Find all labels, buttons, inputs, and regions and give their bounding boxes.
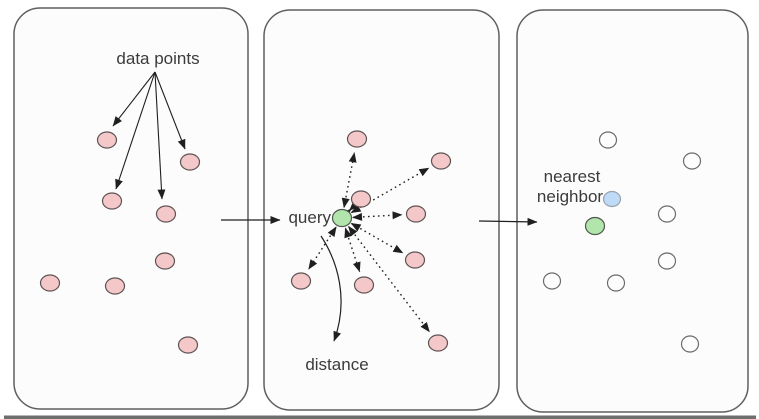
distance-arrow	[341, 201, 359, 219]
query-label: query	[288, 208, 331, 227]
distance-arrow	[348, 225, 431, 333]
pink-data-point	[404, 251, 426, 269]
distance-pointer-arrow	[320, 235, 342, 342]
panel-query-distance-annotation	[320, 235, 342, 342]
pink-data-point	[177, 336, 199, 354]
nearest-neighbor-point	[602, 190, 622, 208]
nearest-neighbor-label-line2: neighbor	[537, 187, 604, 206]
data-points-arrow	[154, 71, 186, 150]
white-data-point	[657, 252, 677, 270]
white-data-point	[657, 205, 677, 223]
data-points-arrow	[115, 71, 156, 190]
distance-arrow	[341, 152, 357, 209]
pink-data-point	[290, 272, 312, 290]
pink-data-point	[346, 130, 368, 148]
panel-dataset-annotations	[112, 71, 186, 200]
data-points-label: data points	[116, 49, 199, 68]
distance-arrow	[351, 211, 403, 221]
white-data-point	[542, 272, 562, 290]
white-data-point	[680, 335, 700, 353]
panel-query-connections	[308, 152, 431, 333]
white-data-point	[606, 274, 626, 292]
flow-arrows	[221, 216, 538, 226]
distance-arrow	[308, 226, 337, 270]
panel-query-points	[290, 130, 452, 352]
white-data-point	[682, 152, 702, 170]
pink-data-point	[350, 190, 372, 208]
pink-data-point	[154, 252, 176, 270]
nearest-neighbor-label-line1: nearest	[544, 167, 601, 186]
pink-data-point	[96, 131, 118, 149]
panel-dataset	[13, 7, 249, 410]
query-point	[584, 216, 606, 236]
pink-data-point	[39, 274, 61, 292]
pink-data-point	[353, 276, 375, 294]
pink-data-point	[427, 334, 449, 352]
panel-frames	[13, 7, 749, 413]
panel-flow-arrow	[478, 217, 538, 226]
panel-dataset-points	[39, 131, 201, 354]
panel-result-points	[542, 131, 702, 353]
pink-data-point	[179, 153, 201, 171]
pink-data-point	[430, 152, 452, 170]
bottom-window-edge	[4, 415, 756, 419]
data-points-arrow	[154, 71, 166, 200]
data-points-arrow	[112, 71, 156, 127]
query-point	[331, 208, 353, 228]
pink-data-point	[101, 192, 123, 210]
panel-result	[516, 9, 749, 413]
distance-label: distance	[305, 355, 368, 374]
pink-data-point	[405, 205, 427, 223]
pink-data-point	[155, 205, 177, 223]
white-data-point	[598, 131, 618, 149]
pink-data-point	[104, 277, 126, 295]
